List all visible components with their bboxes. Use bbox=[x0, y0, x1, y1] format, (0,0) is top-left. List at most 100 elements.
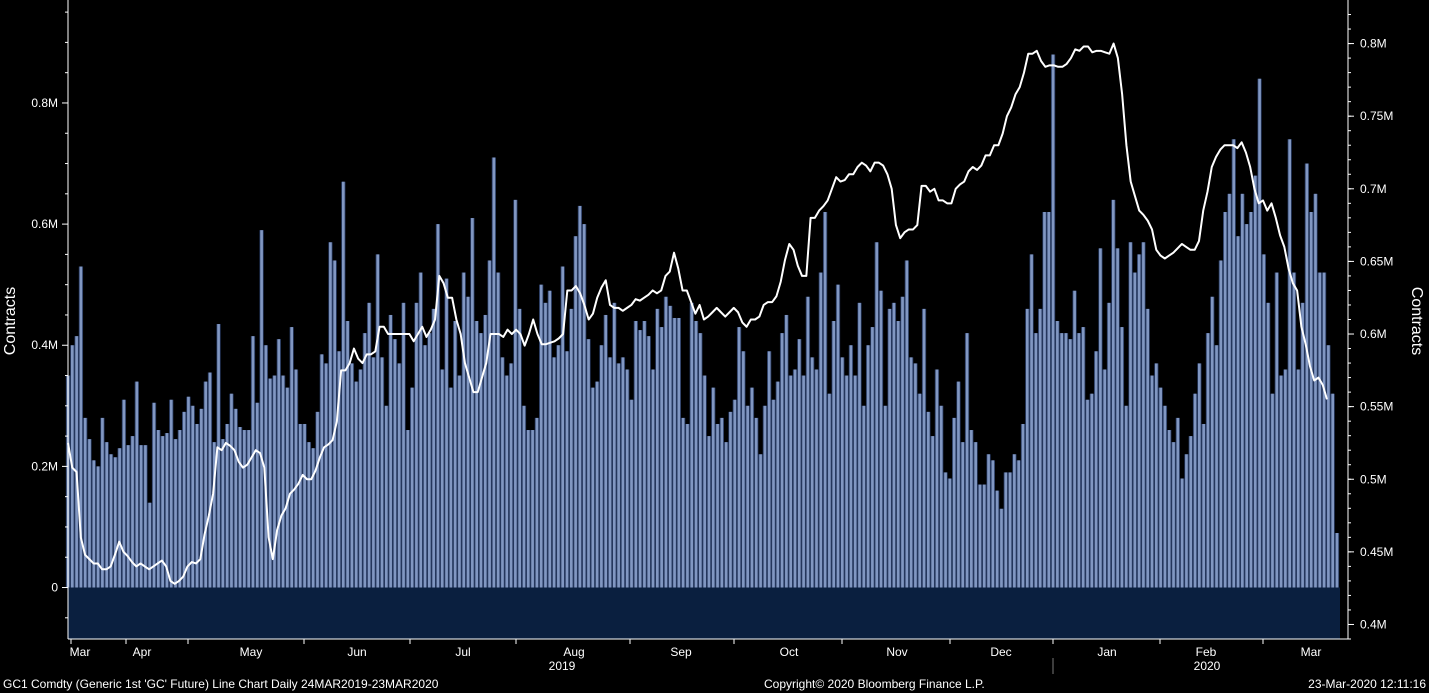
volume-bar bbox=[776, 381, 780, 588]
volume-bar bbox=[337, 351, 341, 588]
volume-bar bbox=[935, 369, 939, 588]
volume-bar bbox=[849, 345, 853, 588]
volume-bar bbox=[1271, 393, 1274, 588]
volume-bar bbox=[286, 387, 289, 588]
x-tick-label: May bbox=[240, 645, 263, 659]
volume-bar bbox=[806, 296, 810, 588]
volume-bar bbox=[789, 375, 793, 588]
volume-bar bbox=[883, 405, 887, 588]
volume-bar bbox=[526, 430, 530, 588]
left-tick-label: 0.2M bbox=[31, 459, 58, 473]
volume-bar bbox=[737, 327, 741, 588]
volume-bar bbox=[630, 399, 633, 588]
volume-bar bbox=[1322, 272, 1326, 588]
volume-bar bbox=[247, 430, 251, 588]
volume-bar bbox=[557, 345, 560, 588]
volume-bar bbox=[509, 363, 513, 588]
volume-bar bbox=[268, 378, 272, 588]
volume-bar bbox=[273, 375, 276, 588]
bar-baseline-region bbox=[68, 587, 1340, 639]
volume-bar bbox=[1103, 369, 1107, 588]
volume-bar bbox=[1004, 472, 1008, 588]
volume-bar bbox=[182, 411, 186, 588]
volume-bar bbox=[389, 314, 392, 588]
volume-bar bbox=[1249, 211, 1253, 588]
volume-bar bbox=[772, 399, 775, 588]
volume-bar bbox=[260, 230, 263, 588]
volume-bar bbox=[1120, 327, 1124, 588]
volume-bar bbox=[1047, 211, 1051, 588]
volume-bar bbox=[144, 445, 147, 588]
volume-bar bbox=[1262, 254, 1266, 588]
volume-bar bbox=[432, 308, 435, 588]
volume-bar bbox=[621, 357, 625, 588]
volume-bar bbox=[1228, 193, 1231, 588]
volume-bar bbox=[1150, 375, 1154, 588]
volume-bar bbox=[1318, 272, 1322, 588]
volume-bar bbox=[350, 363, 354, 588]
volume-bar bbox=[1068, 339, 1072, 588]
volume-bar bbox=[178, 430, 182, 588]
volume-bar bbox=[126, 445, 130, 588]
volume-bar bbox=[582, 224, 586, 588]
volume-bar bbox=[974, 442, 977, 588]
volume-bar bbox=[135, 381, 139, 588]
volume-bar bbox=[1215, 345, 1218, 588]
x-tick-label: Sep bbox=[670, 645, 692, 659]
volume-bar bbox=[901, 296, 904, 588]
volume-bar bbox=[759, 454, 762, 588]
volume-bar bbox=[1258, 78, 1261, 588]
volume-bar bbox=[574, 236, 577, 588]
volume-bar bbox=[634, 321, 638, 588]
x-tick-label: Dec bbox=[990, 645, 1011, 659]
volume-bar bbox=[660, 327, 663, 588]
volume-bar bbox=[367, 302, 371, 588]
volume-bar bbox=[1159, 387, 1162, 588]
right-tick-label: 0.7M bbox=[1360, 182, 1387, 196]
volume-bar bbox=[419, 272, 423, 588]
volume-bar bbox=[600, 345, 603, 588]
x-tick-label: Jan bbox=[1097, 645, 1116, 659]
volume-bar bbox=[604, 314, 608, 588]
volume-bar bbox=[866, 345, 870, 588]
x-tick-label: Oct bbox=[780, 645, 799, 659]
volume-bar bbox=[428, 333, 431, 588]
volume-bar bbox=[333, 260, 337, 588]
volume-bar bbox=[1099, 248, 1102, 588]
volume-bar bbox=[565, 351, 569, 588]
volume-bar bbox=[681, 417, 685, 588]
volume-bar bbox=[195, 423, 199, 588]
volume-bar bbox=[96, 466, 100, 588]
volume-bar bbox=[823, 211, 827, 588]
volume-bar bbox=[711, 387, 715, 588]
volume-bar bbox=[1081, 327, 1085, 588]
volume-bar bbox=[909, 357, 913, 588]
volume-bar bbox=[479, 333, 483, 588]
volume-bar bbox=[359, 369, 362, 588]
volume-bar bbox=[535, 417, 539, 588]
volume-bar bbox=[101, 417, 104, 588]
volume-bar bbox=[449, 387, 453, 588]
volume-bar bbox=[785, 314, 788, 588]
volume-bar bbox=[131, 436, 134, 588]
volume-bar bbox=[1167, 430, 1171, 588]
volume-bar bbox=[548, 290, 552, 588]
year-label: 2020 bbox=[1194, 659, 1221, 673]
volume-bar bbox=[673, 317, 676, 588]
volume-bar bbox=[290, 327, 294, 588]
volume-bar bbox=[612, 302, 616, 588]
left-tick-label: 0 bbox=[51, 581, 58, 595]
right-axis-label: Contracts bbox=[1408, 287, 1425, 355]
volume-bar bbox=[466, 296, 470, 588]
footer-copyright: Copyright© 2020 Bloomberg Finance L.P. bbox=[764, 677, 985, 691]
volume-bar bbox=[948, 478, 952, 588]
volume-bar bbox=[651, 369, 655, 588]
volume-bar bbox=[496, 272, 500, 588]
right-tick-label: 0.6M bbox=[1360, 327, 1387, 341]
volume-bar bbox=[251, 336, 255, 588]
volume-bar bbox=[234, 408, 238, 588]
volume-bar bbox=[699, 333, 702, 588]
volume-bar bbox=[152, 402, 156, 588]
volume-bar bbox=[957, 381, 960, 588]
volume-bar bbox=[423, 345, 427, 588]
